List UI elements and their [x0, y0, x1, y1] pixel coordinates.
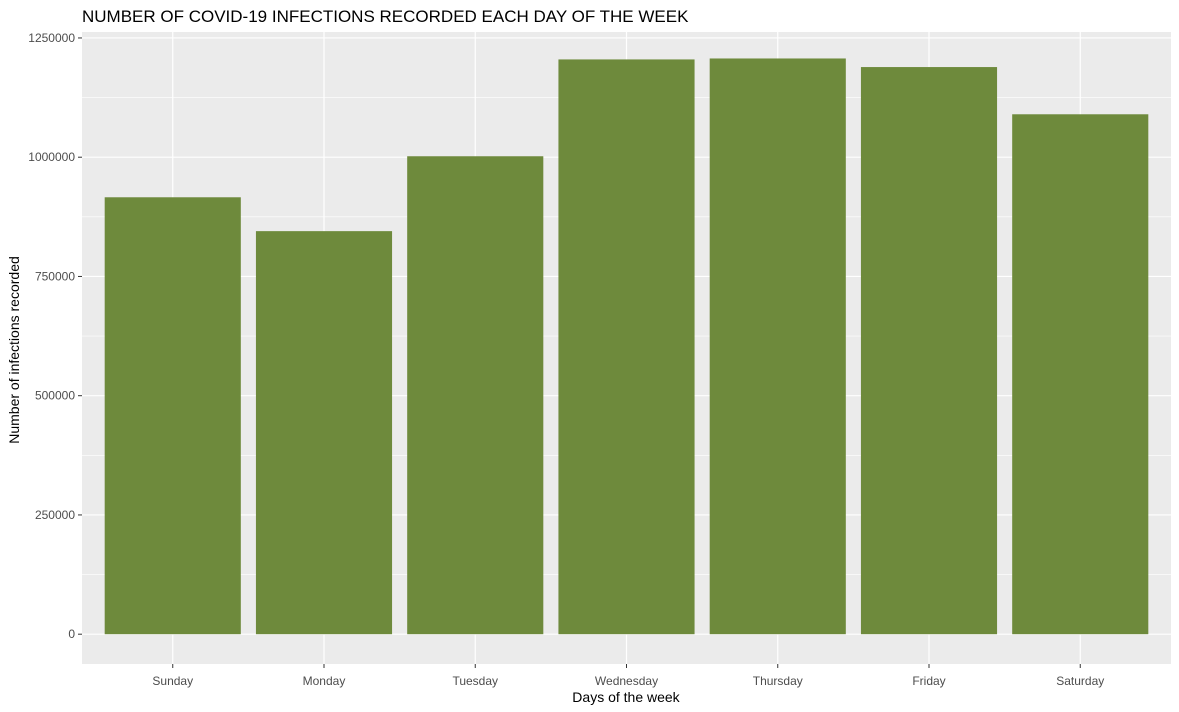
bar-friday: [860, 67, 998, 635]
y-tick-label: 250000: [35, 508, 75, 522]
y-tick-label: 750000: [35, 269, 75, 283]
bar-saturday: [1012, 114, 1149, 635]
y-axis-ticks: 0 250000 500000 750000 1000000 1250000: [28, 31, 82, 641]
bar-thursday: [709, 58, 846, 635]
x-tick-label-sunday: Sunday: [152, 674, 193, 688]
x-axis-title: Days of the week: [572, 689, 680, 705]
bar-sunday: [104, 197, 241, 635]
y-tick-label: 500000: [35, 389, 75, 403]
bars: [104, 58, 1149, 635]
y-tick-label: 1000000: [28, 150, 75, 164]
x-tick-label-saturday: Saturday: [1056, 674, 1104, 688]
x-tick-label-tuesday: Tuesday: [452, 674, 498, 688]
x-tick-label-thursday: Thursday: [753, 674, 803, 688]
bar-tuesday: [407, 156, 544, 635]
y-tick-label: 1250000: [28, 31, 75, 45]
bar-wednesday: [558, 59, 695, 635]
x-tick-label-monday: Monday: [303, 674, 346, 688]
y-axis-title: Number of infections recorded: [6, 256, 22, 444]
x-tick-label-friday: Friday: [912, 674, 945, 688]
chart-title: NUMBER OF COVID-19 INFECTIONS RECORDED E…: [82, 7, 689, 26]
bar-monday: [255, 231, 393, 635]
x-tick-label-wednesday: Wednesday: [595, 674, 658, 688]
x-axis-ticks: Sunday Monday Tuesday Wednesday Thursday Frid…: [152, 664, 1104, 688]
y-tick-label: 0: [68, 627, 75, 641]
